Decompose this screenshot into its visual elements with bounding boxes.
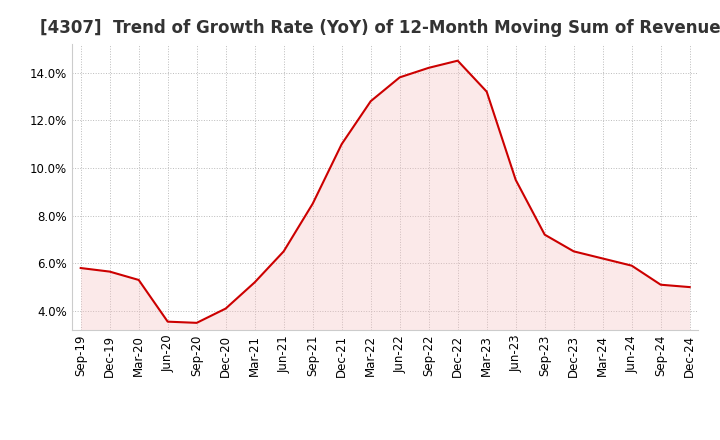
Title: [4307]  Trend of Growth Rate (YoY) of 12-Month Moving Sum of Revenues: [4307] Trend of Growth Rate (YoY) of 12-… — [40, 19, 720, 37]
